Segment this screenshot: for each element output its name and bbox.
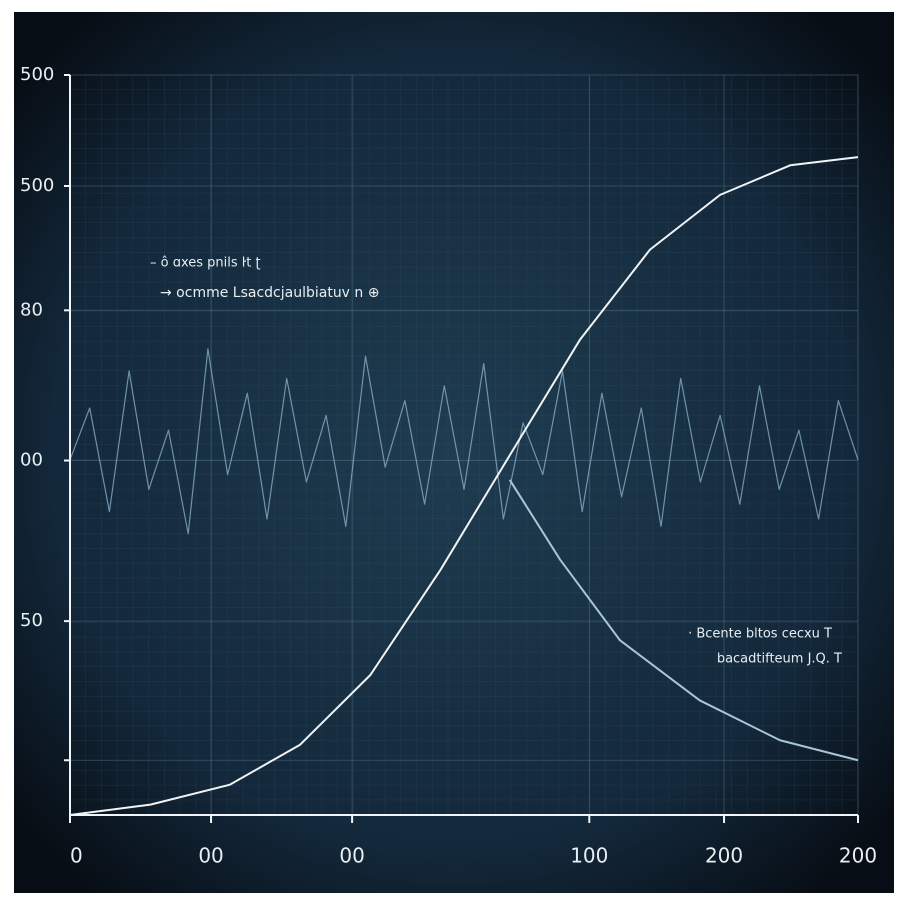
y-tick-label: 500 <box>20 175 54 196</box>
y-tick-label: 00 <box>20 450 43 471</box>
x-tick-label: 200 <box>839 844 877 868</box>
annotation: bacadtifteum J.Q. T <box>717 652 842 667</box>
x-tick-label: 0 <box>70 844 83 868</box>
annotation: · Bcente bltos cecxu T <box>688 627 832 642</box>
annotation: – ô ɑxes pnils ŀt ʈ <box>150 256 261 271</box>
series-line <box>69 348 859 535</box>
y-tick-label: 80 <box>20 299 43 320</box>
x-tick-label: 200 <box>705 844 743 868</box>
series-line <box>69 156 859 816</box>
annotation: → ocmme Lsacdcjaulbiatuv n ⊕ <box>160 285 379 301</box>
y-tick-label: 50 <box>20 610 43 631</box>
x-tick-label: 00 <box>198 844 223 868</box>
y-tick-label: 500 <box>20 64 54 85</box>
x-tick-label: 100 <box>570 844 608 868</box>
series-line <box>508 479 859 762</box>
x-tick-label: 00 <box>339 844 364 868</box>
